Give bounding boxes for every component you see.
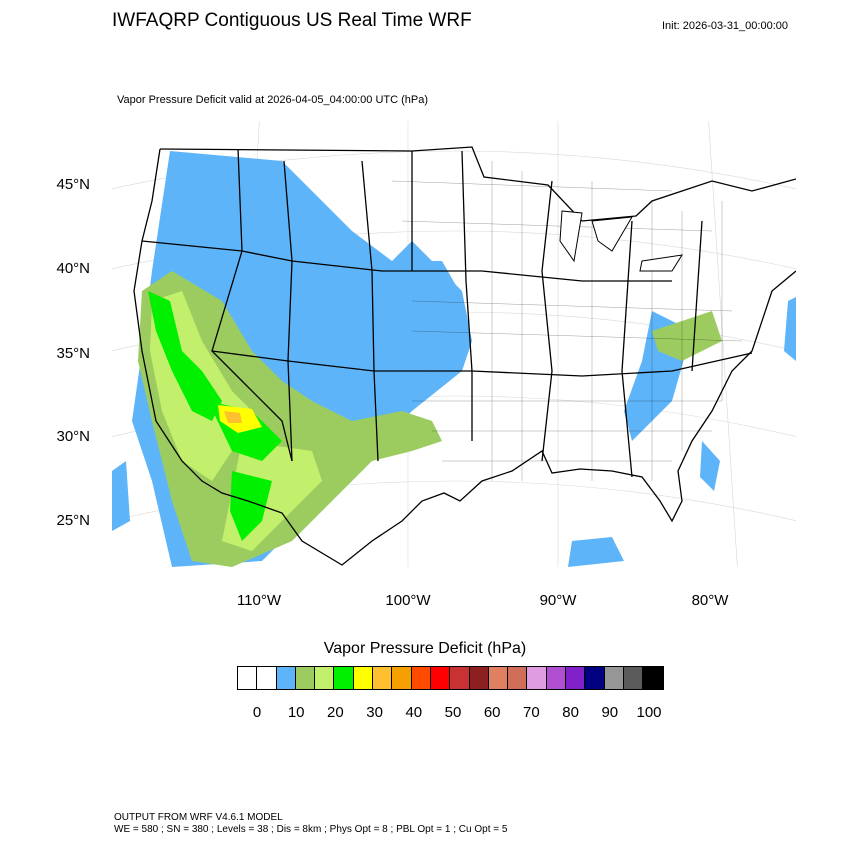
- county-lines: [391, 161, 743, 481]
- legend-swatch: [295, 667, 316, 689]
- legend-tick-label: 100: [636, 704, 662, 721]
- legend-swatch: [566, 667, 586, 689]
- legend-swatch: [430, 667, 451, 689]
- legend-swatch: [623, 667, 644, 689]
- map-frame: [112, 121, 796, 567]
- legend-swatch: [527, 667, 547, 689]
- footer-line-1: OUTPUT FROM WRF V4.6.1 MODEL: [114, 812, 283, 823]
- legend-swatch: [238, 667, 258, 689]
- legend-tick-label: 70: [523, 704, 540, 721]
- lat-label-40: 40°N: [56, 260, 90, 277]
- footer-line-2: WE = 580 ; SN = 380 ; Levels = 38 ; Dis …: [114, 824, 508, 835]
- legend-swatch: [353, 667, 374, 689]
- legend-swatch: [315, 667, 335, 689]
- legend-title: Vapor Pressure Deficit (hPa): [323, 640, 527, 657]
- legend-tick-label: 50: [444, 704, 462, 721]
- legend-swatch: [334, 667, 354, 689]
- lat-label-35: 35°N: [56, 345, 90, 362]
- legend-tick-label: 30: [366, 704, 383, 721]
- legend-colorbar: [237, 666, 664, 690]
- legend-swatch: [643, 667, 663, 689]
- us-boundaries: [133, 148, 796, 566]
- lon-label-100: 100°W: [385, 592, 431, 609]
- legend-swatch: [469, 667, 489, 689]
- legend-tick-label: 80: [562, 704, 579, 721]
- legend-tick-label: 90: [601, 704, 619, 721]
- canada-border: [159, 146, 796, 222]
- legend-tick-label: 0: [252, 704, 262, 721]
- lon-label-110: 110°W: [236, 592, 282, 609]
- legend-swatch: [546, 667, 567, 689]
- legend-swatch: [392, 667, 412, 689]
- legend-swatch: [604, 667, 624, 689]
- lat-label-25: 25°N: [56, 512, 90, 529]
- legend-swatch: [276, 667, 296, 689]
- plot-subtitle: Vapor Pressure Deficit valid at 2026-04-…: [117, 94, 429, 106]
- legend-tick-label: 60: [483, 704, 501, 721]
- legend-tick-label: 10: [287, 704, 305, 721]
- great-lakes: [559, 210, 683, 272]
- legend-swatch: [450, 667, 470, 689]
- legend-swatch: [508, 667, 528, 689]
- legend-swatch: [257, 667, 277, 689]
- legend-tick-label: 20: [327, 704, 344, 721]
- lat-label-30: 30°N: [56, 428, 90, 445]
- legend-tick-label: 40: [405, 704, 423, 721]
- init-time: Init: 2026-03-31_00:00:00: [662, 20, 788, 32]
- legend-swatch: [488, 667, 509, 689]
- legend-swatch: [585, 667, 605, 689]
- lon-label-80: 80°W: [691, 592, 729, 609]
- legend-swatch: [373, 667, 393, 689]
- legend-swatch: [411, 667, 431, 689]
- legend-ticks: 0 10 20 30 40 50 60 70 80 90 100: [0, 704, 850, 724]
- lat-label-45: 45°N: [56, 176, 90, 193]
- lon-label-90: 90°W: [539, 592, 577, 609]
- main-title: IWFAQRP Contiguous US Real Time WRF: [112, 10, 472, 31]
- model-footer: OUTPUT FROM WRF V4.6.1 MODEL WE = 580 ; …: [114, 812, 507, 836]
